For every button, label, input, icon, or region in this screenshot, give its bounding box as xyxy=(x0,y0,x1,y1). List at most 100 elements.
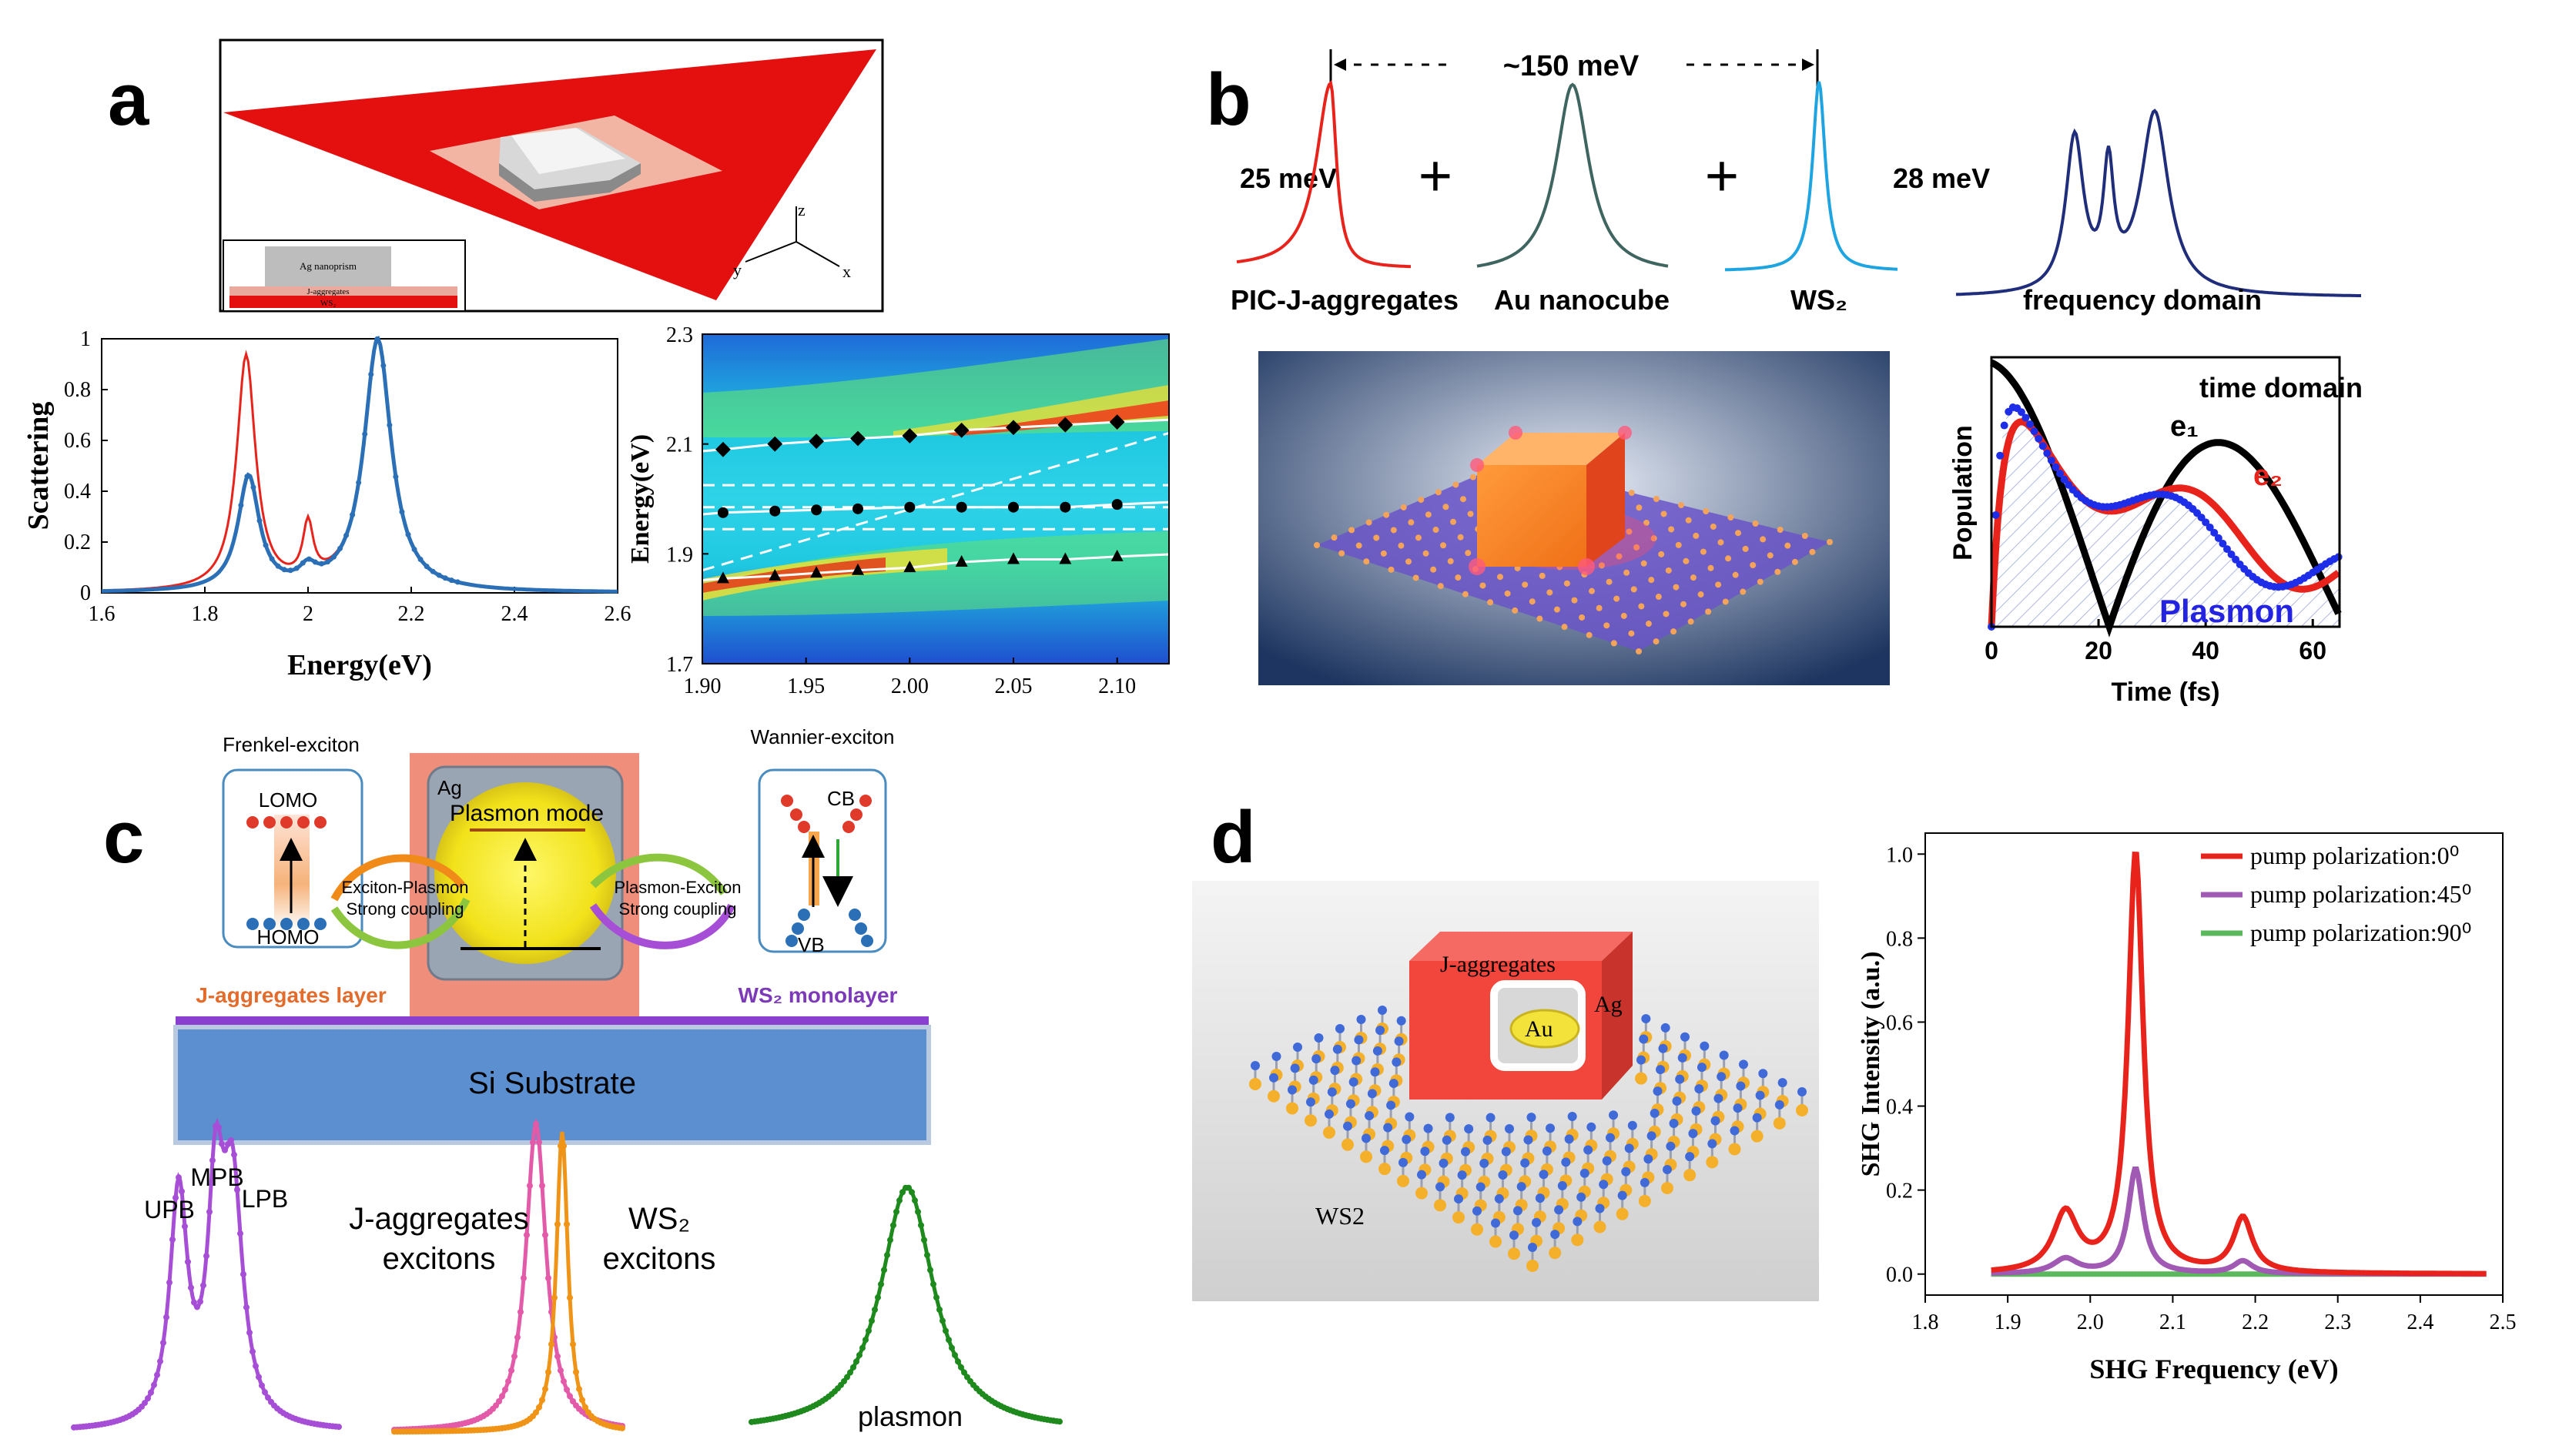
lattice-atom xyxy=(1673,584,1680,591)
lattice-atom xyxy=(1697,591,1704,598)
polariton-spectrum-point xyxy=(246,1329,253,1336)
lattice-atom xyxy=(1504,590,1511,597)
ws2-spectrum-line xyxy=(1724,81,1898,272)
lattice-atom xyxy=(1529,598,1536,605)
middle-branch-point xyxy=(852,503,863,514)
w-atom xyxy=(1755,1090,1765,1100)
plasmon-spectrum-point xyxy=(915,1208,921,1215)
vb-dot xyxy=(855,922,867,935)
x-tick-label: 2.0 xyxy=(2077,1310,2104,1334)
plasmon-spectrum-point xyxy=(866,1327,872,1334)
plasmon-label: plasmon xyxy=(858,1401,963,1432)
x-tick-label: 1.9 xyxy=(1995,1310,2021,1334)
s-atom xyxy=(1452,1211,1465,1224)
plasmon-spectrum-point xyxy=(946,1337,952,1344)
y-tick-label: 0.0 xyxy=(1886,1264,1913,1287)
w-atom xyxy=(1636,1055,1646,1065)
lattice-atom xyxy=(1598,562,1605,569)
lattice-atom xyxy=(1740,588,1747,595)
ws2-spectrum-point xyxy=(579,1397,585,1404)
s-atom xyxy=(1471,1223,1483,1236)
polariton-spectrum-point xyxy=(209,1157,216,1164)
jagg-spectrum-point xyxy=(527,1183,533,1189)
inset-ag-label: Ag nanoprism xyxy=(300,260,357,272)
width-label-jagg: 25 meV xyxy=(1240,162,1337,194)
polariton-spectrum-point xyxy=(240,1270,246,1277)
lattice-atom xyxy=(1422,550,1429,557)
lattice-atom xyxy=(1596,604,1603,611)
w-atom xyxy=(1325,1109,1334,1119)
w-atom xyxy=(1680,1032,1690,1042)
lattice-atom xyxy=(1668,526,1675,533)
x-tick-label: 2.4 xyxy=(501,602,528,626)
x-tick-label: 2.4 xyxy=(2407,1310,2433,1334)
plasmon-point xyxy=(2035,434,2043,443)
lattice-atom xyxy=(1630,586,1637,593)
inset-ws2-label: WS₂ xyxy=(320,299,337,308)
w-atom xyxy=(1602,1156,1612,1166)
x-tick-label: 2.2 xyxy=(398,602,425,626)
lattice-atom xyxy=(1722,598,1729,605)
w-atom xyxy=(1717,1072,1727,1082)
w-atom xyxy=(1288,1085,1297,1095)
y-tick-label: 1.0 xyxy=(1886,843,1913,867)
jagg-spectrum-point xyxy=(567,1393,573,1400)
polariton-spectrum-point xyxy=(154,1371,160,1378)
jagg-spectrum-point xyxy=(508,1367,514,1374)
e2-label: e₂ xyxy=(2253,460,2283,492)
plasmon-spectrum-point xyxy=(1057,1418,1063,1425)
w-atom xyxy=(1677,1053,1687,1063)
lattice-atom xyxy=(1512,607,1519,614)
w-atom xyxy=(1520,1158,1530,1168)
s-atom xyxy=(1360,1150,1372,1163)
label-frequency-domain: frequency domain xyxy=(2023,284,2262,316)
w-atom xyxy=(1423,1123,1433,1133)
plasmon-point xyxy=(2038,442,2047,450)
lattice-atom xyxy=(1435,489,1442,496)
lattice-atom xyxy=(1767,552,1774,559)
jagg-excitons-label-1: J-aggregates xyxy=(349,1202,528,1236)
lower-branch-point xyxy=(1110,549,1124,561)
plasmon-point xyxy=(2043,449,2052,457)
w-atom xyxy=(1739,1059,1748,1069)
w-atom xyxy=(1707,1139,1717,1149)
upper-branch-point xyxy=(850,430,866,447)
s-atom xyxy=(1616,1207,1629,1220)
w-atom xyxy=(1330,1066,1340,1076)
plasmon-point xyxy=(2222,545,2231,554)
jagg-spectrum-point xyxy=(533,1121,539,1127)
lattice-atom xyxy=(1561,624,1568,631)
w-atom xyxy=(1405,1112,1415,1122)
polariton-spectrum-point xyxy=(256,1374,262,1381)
legend-label-45: pump polarization:45⁰ xyxy=(2250,880,2471,908)
lattice-atom xyxy=(1432,527,1439,534)
y-tick-label: 2.3 xyxy=(666,323,693,347)
panel-a-label: a xyxy=(108,59,149,141)
lattice-atom xyxy=(1437,583,1444,590)
polariton-spectrum-point xyxy=(219,1140,225,1147)
lattice-atom xyxy=(1373,534,1380,541)
polariton-spectrum-point xyxy=(188,1284,194,1291)
coupling-arrow-left xyxy=(330,854,465,902)
w-atom xyxy=(1365,1111,1375,1121)
lattice-atom xyxy=(1452,481,1459,488)
lower-branch-point xyxy=(769,568,782,581)
polariton-spectrum-point xyxy=(259,1382,265,1389)
lower-branch-point xyxy=(903,561,916,573)
lattice-atom xyxy=(1791,558,1798,565)
plasmon-point xyxy=(2021,413,2030,422)
jagg-spectrum-point xyxy=(505,1378,511,1385)
plasmon-spectrum-point xyxy=(844,1374,850,1381)
s-atom xyxy=(1508,1247,1520,1260)
plasmon-point xyxy=(2206,523,2214,531)
w-atom xyxy=(1599,1180,1609,1190)
upper-branch-point xyxy=(902,428,918,443)
lattice-atom xyxy=(1383,511,1390,518)
polariton-spectrum-point xyxy=(206,1208,213,1215)
w-atom xyxy=(1435,1182,1445,1192)
cb-dot xyxy=(798,821,810,833)
dashed-diagonal xyxy=(702,431,1170,572)
lattice-atom xyxy=(1365,519,1372,526)
plasmon-spectrum-point xyxy=(927,1267,933,1274)
